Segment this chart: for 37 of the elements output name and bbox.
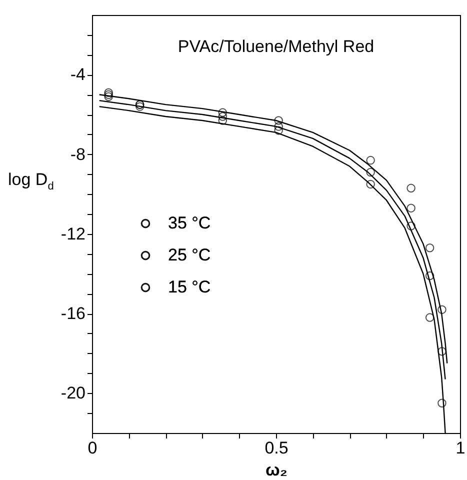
point	[425, 271, 434, 280]
point	[274, 116, 283, 125]
x-tick-label: 0	[88, 438, 98, 458]
text: PVAc/Toluene/Methyl Red	[178, 37, 374, 56]
point	[104, 90, 113, 99]
y-tick-label: -20	[60, 384, 86, 403]
point	[438, 305, 446, 314]
point	[438, 398, 446, 408]
y-tick-label: -4	[70, 65, 86, 84]
x-axis-title: ω₂	[266, 460, 288, 480]
point	[104, 88, 113, 97]
y-tick-label: -8	[70, 144, 86, 164]
line-series	[98, 106, 446, 433]
point	[218, 112, 228, 121]
legend-label: 35 °C	[168, 214, 211, 232]
point	[104, 92, 113, 101]
point	[274, 122, 283, 131]
y-tick-label: -12	[60, 224, 86, 244]
point	[366, 168, 375, 177]
point	[425, 313, 434, 322]
legend-label: 15 °C	[168, 278, 211, 296]
y-tick-label: -16	[60, 304, 86, 324]
point	[406, 184, 416, 193]
point	[274, 126, 283, 135]
point	[366, 156, 375, 165]
point	[366, 180, 375, 189]
point	[406, 204, 416, 212]
x-tick-label: 1	[456, 438, 466, 458]
point	[406, 222, 416, 230]
y-axis-title: log D$_{d}$	[8, 170, 54, 192]
point	[425, 244, 434, 252]
point	[218, 108, 228, 117]
legend-label: 25 °C	[168, 246, 211, 264]
point	[135, 102, 144, 111]
x-tick-label: 0.5	[264, 438, 288, 458]
point	[438, 347, 446, 356]
point	[218, 116, 228, 125]
